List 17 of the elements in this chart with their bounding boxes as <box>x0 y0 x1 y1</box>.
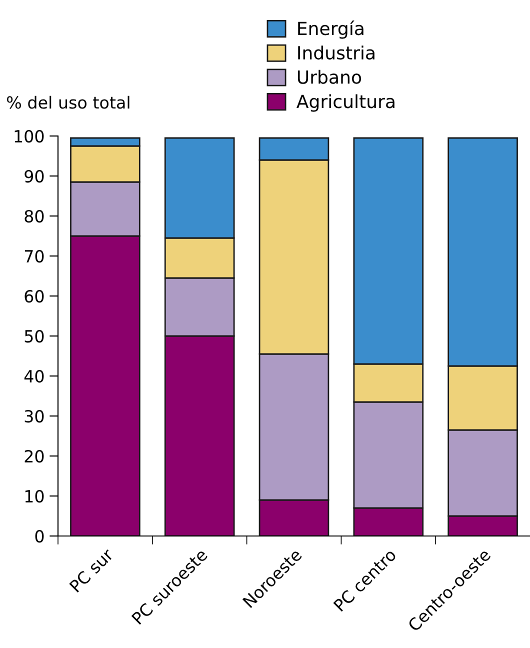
y-tick-label: 40 <box>24 370 44 383</box>
legend-label: Agricultura <box>296 94 394 112</box>
y-tick-label: 50 <box>24 330 44 343</box>
y-tick-label: 100 <box>14 130 44 143</box>
y-tick-label: 0 <box>35 530 44 543</box>
y-tick-label: 80 <box>24 210 44 223</box>
y-tick-label: 60 <box>24 290 44 303</box>
y-tick-label: 10 <box>25 490 44 503</box>
legend-label: Energía <box>298 20 364 39</box>
y-tick-label: 20 <box>24 450 44 463</box>
legend-label: Industria <box>298 46 374 60</box>
x-tick-label: PC sur <box>69 547 114 593</box>
y-tick-label: 30 <box>24 410 44 423</box>
legend-label: Urbano <box>298 70 362 84</box>
y-axis-title: % del uso total <box>7 96 130 109</box>
y-tick-label: 70 <box>24 250 44 263</box>
y-tick-label: 90 <box>24 170 44 183</box>
